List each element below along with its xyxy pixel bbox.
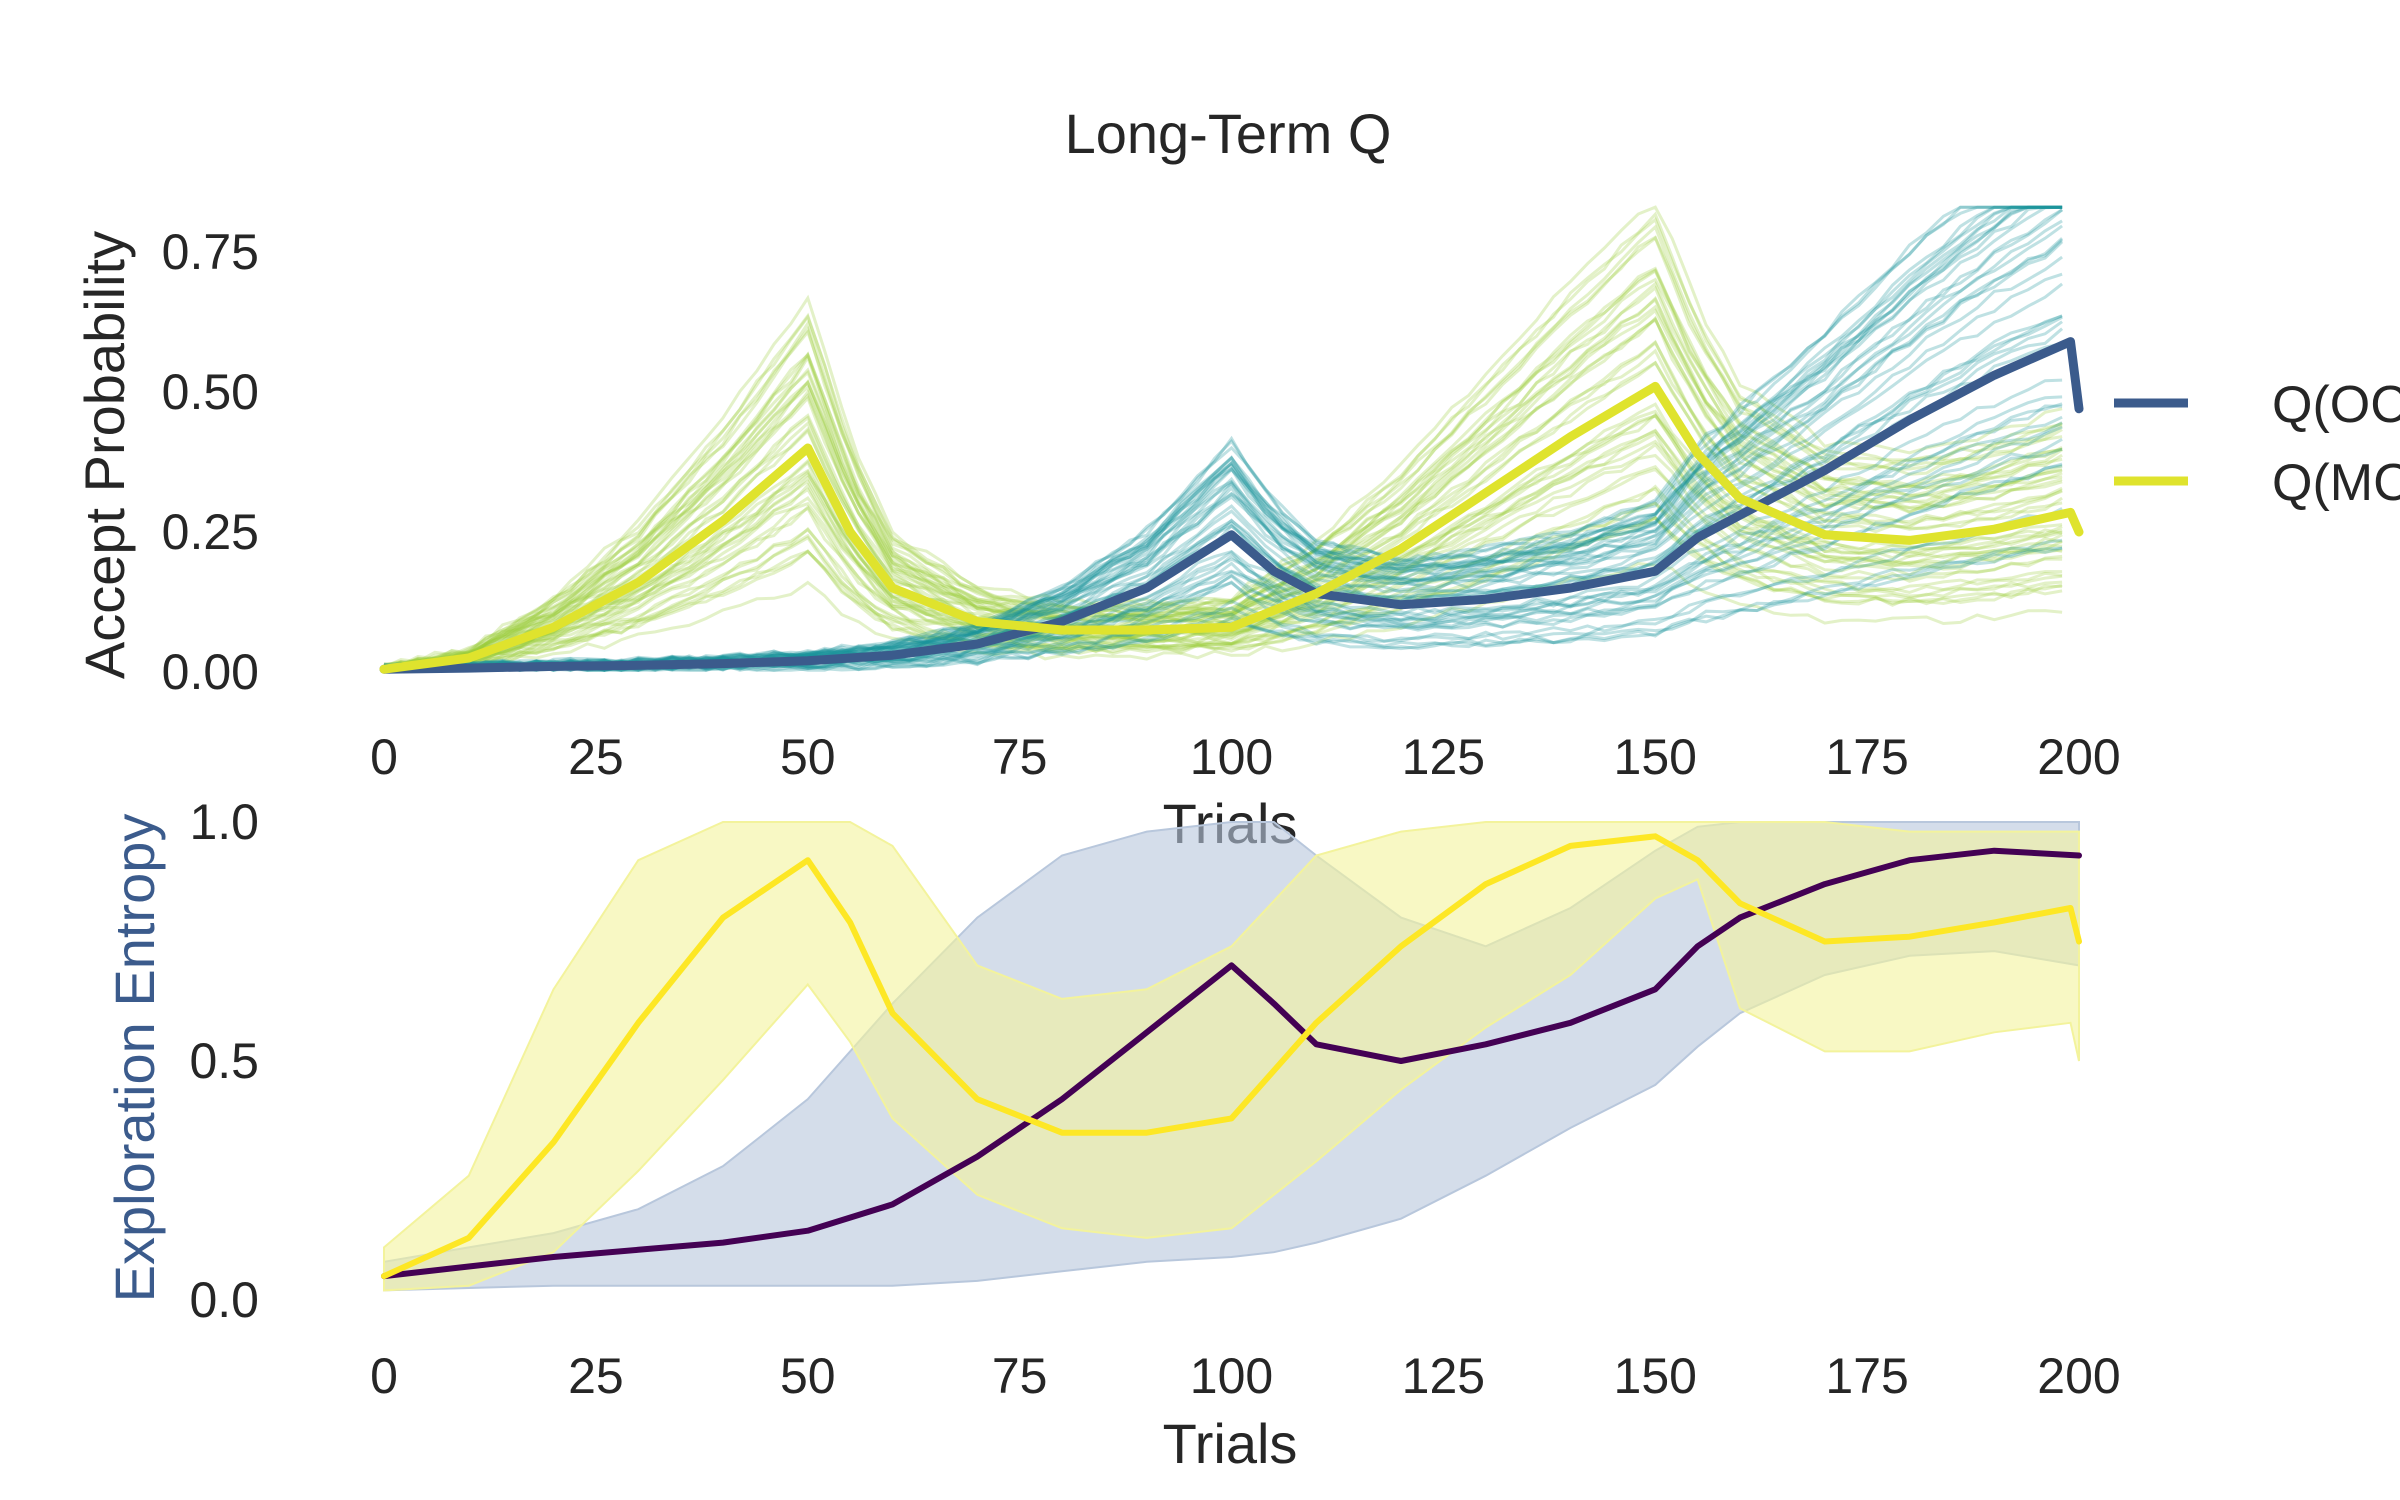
x-tick-label: 175 [1825,729,1908,785]
y-tick-label: 0.5 [189,1033,259,1089]
entropy-line-mc [381,833,2082,1280]
run-trace [383,205,2063,672]
run-trace [383,439,2063,672]
run-trace [383,431,2063,672]
x-tick-labels: 0 25 50 75 100 125 150 175 200 [370,1348,2121,1404]
y-tick-label: 0.00 [162,644,259,700]
x-tick-label: 200 [2037,1348,2120,1404]
entropy-lines [381,833,2082,1280]
x-tick-label: 25 [568,729,624,785]
q-mc-line [379,381,2084,674]
x-axis-label: Trials [1163,1412,1298,1475]
x-tick-label: 100 [1190,729,1273,785]
run-trace [383,205,2063,669]
run-trace [383,205,2063,671]
y-tick-label: 0.0 [189,1272,259,1328]
run-trace [384,546,2063,672]
run-trace [383,205,2063,672]
run-trace [383,317,2063,672]
run-trace [383,297,2063,667]
run-trace [383,442,2063,672]
run-trace [383,515,2063,672]
run-trace [383,304,2063,672]
entropy-band-mc [383,821,2080,1292]
x-tick-label: 150 [1614,729,1697,785]
run-trace [383,285,2063,672]
x-tick-label: 0 [370,729,398,785]
entropy-panel: 0 25 50 75 100 125 150 175 200 0.00.51.0 Trials … [103,794,2121,1475]
run-trace [383,205,2063,672]
x-tick-label: 50 [780,1348,836,1404]
chart-title: Long-Term Q [1065,102,1392,165]
y-tick-labels: 0.00 0.25 0.50 0.75 [162,224,259,700]
run-trace [383,501,2063,672]
x-tick-label: 75 [992,1348,1048,1404]
run-trace [383,205,2063,671]
y-tick-label: 0.75 [162,224,259,280]
run-trace [383,464,2063,672]
x-tick-label: 25 [568,1348,624,1404]
x-tick-label: 0 [370,1348,398,1404]
q-mean-lines [379,337,2084,674]
x-tick-label: 50 [780,729,836,785]
run-trace [383,277,2063,668]
q-oc-line [379,337,2084,674]
x-tick-label: 175 [1825,1348,1908,1404]
run-trace [383,224,2063,668]
legend-label-q-mc: Q(MC [2272,454,2400,512]
run-trace [383,266,2063,672]
run-trace [383,268,2063,670]
run-trace [383,308,2063,670]
run-trace [383,316,2063,670]
run-trace [383,561,2063,672]
x-tick-labels: 0 25 50 75 100 125 150 175 200 [370,729,2121,785]
run-trace [383,486,2063,672]
run-trace [383,516,2063,672]
x-tick-label: 100 [1190,1348,1273,1404]
entropy-bands [383,821,2080,1292]
run-trace [384,211,2063,667]
run-trace [383,237,2064,672]
run-trace [383,515,2063,672]
y-tick-label: 0.25 [162,504,259,560]
run-trace [383,281,2063,667]
legend: Q(OC Q(MC [2114,376,2400,512]
run-trace [383,217,2063,672]
y-axis-label: Accept Probability [73,231,136,679]
x-tick-label: 125 [1402,729,1485,785]
run-trace [383,501,2063,672]
run-trace [383,235,2063,667]
x-tick-label: 200 [2037,729,2120,785]
run-trace [383,315,2063,669]
run-trace [383,208,2064,672]
legend-label-q-oc: Q(OC [2272,376,2400,434]
x-tick-label: 150 [1614,1348,1697,1404]
run-trace [383,467,2063,672]
run-trace [384,484,2063,672]
y-tick-labels: 0.0 0.5 1.0 [189,794,259,1328]
run-trace [383,429,2063,672]
y-axis-label: Exploration Entropy [103,814,166,1303]
x-tick-label: 75 [992,729,1048,785]
run-trace [383,453,2063,670]
entropy-line-oc [381,847,2082,1280]
run-trace [383,360,2063,671]
x-tick-label: 125 [1402,1348,1485,1404]
run-trace [383,267,2063,670]
run-trace [383,205,2063,672]
run-trace [383,295,2063,670]
y-tick-label: 1.0 [189,794,259,850]
y-tick-label: 0.50 [162,364,259,420]
run-trace [383,205,2063,672]
run-trace [383,235,2063,672]
run-trace [383,428,2063,670]
